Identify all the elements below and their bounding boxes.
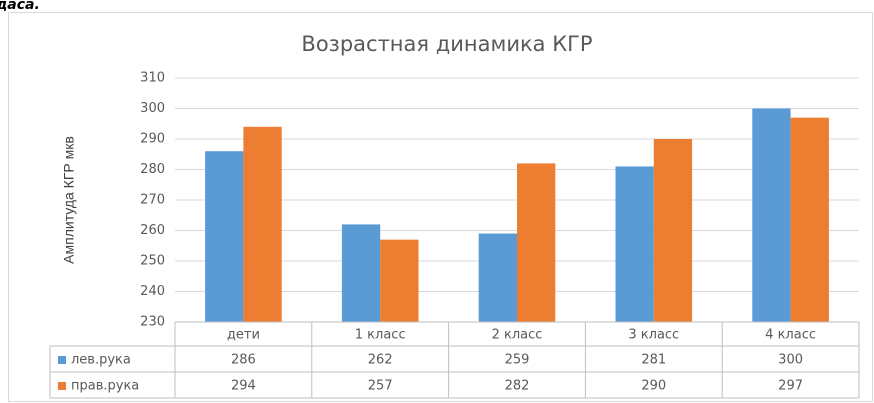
y-tick-label: 240 <box>140 284 165 299</box>
y-tick-label: 300 <box>140 101 165 116</box>
y-tick-label: 250 <box>140 254 165 269</box>
bar <box>790 117 829 323</box>
caption-fragment: даса. <box>0 0 40 13</box>
bar <box>517 163 556 322</box>
legend-label: лев.рука <box>71 353 131 368</box>
x-tick-label: 3 класс <box>628 328 679 343</box>
table-value: 257 <box>368 379 393 394</box>
bar <box>243 126 282 322</box>
table-value: 294 <box>231 379 256 394</box>
bar <box>615 166 654 322</box>
chart-title: Возрастная динамика КГР <box>301 32 592 56</box>
table-value: 286 <box>231 353 256 368</box>
y-tick-label: 260 <box>140 223 165 238</box>
bar <box>478 233 517 322</box>
table-value: 282 <box>505 379 530 394</box>
y-tick-label: 310 <box>140 71 165 86</box>
table-value: 290 <box>641 379 666 394</box>
bar <box>653 139 693 322</box>
x-tick-label: дети <box>227 328 260 343</box>
table-value: 281 <box>641 353 666 368</box>
y-tick-label: 230 <box>140 315 165 330</box>
table-value: 259 <box>505 353 530 368</box>
bar <box>380 239 419 322</box>
table-value: 262 <box>368 353 393 368</box>
x-tick-label: 1 класс <box>355 328 406 343</box>
y-tick-label: 270 <box>140 193 165 208</box>
bar <box>205 151 244 322</box>
y-axis-label: Амплитуда КГР мкв <box>61 136 77 264</box>
legend-swatch <box>58 382 66 390</box>
x-tick-label: 2 класс <box>492 328 543 343</box>
chart-border <box>8 12 873 402</box>
x-tick-label: 4 класс <box>765 328 816 343</box>
legend-label: прав.рука <box>71 379 139 394</box>
bar <box>752 108 791 322</box>
table-value: 297 <box>778 379 803 394</box>
legend-swatch <box>58 356 66 364</box>
table-value: 300 <box>778 353 803 368</box>
bar <box>341 224 381 322</box>
y-tick-label: 290 <box>140 132 165 147</box>
y-tick-label: 280 <box>140 162 165 177</box>
